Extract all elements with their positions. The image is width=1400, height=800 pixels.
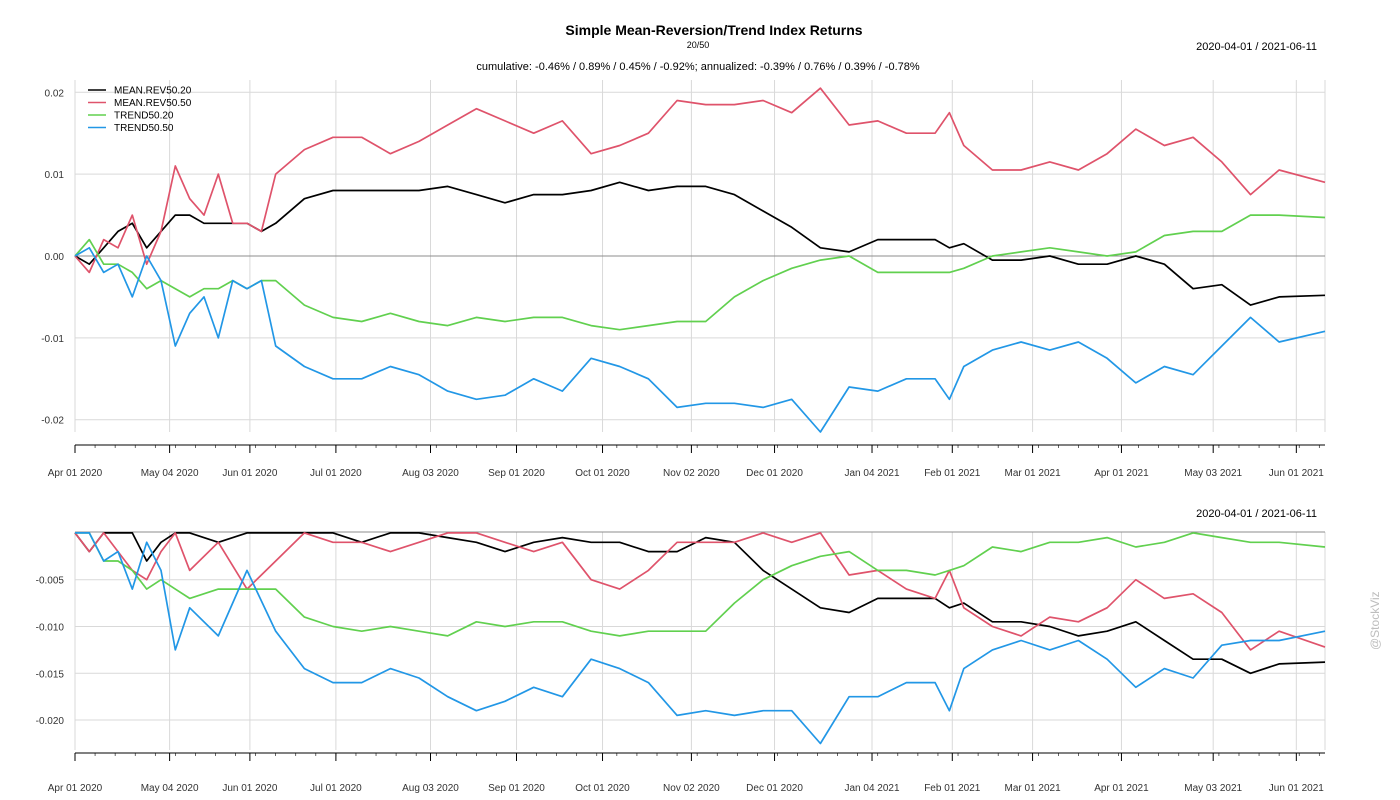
- series-line-mean-rev50-20: [74, 181, 1326, 306]
- x-tick-label: Apr 01 2021: [1094, 468, 1149, 479]
- chart-subtitle: 20/50: [687, 40, 710, 50]
- y-tick-label: -0.015: [36, 669, 65, 680]
- legend-label: TREND50.20: [114, 111, 174, 122]
- x-tick-label: Aug 03 2020: [402, 468, 459, 479]
- x-tick-label: Dec 01 2020: [746, 468, 803, 479]
- x-tick-label: Nov 02 2020: [663, 468, 720, 479]
- y-tick-label: 0.01: [45, 170, 65, 181]
- x-tick-label: Jun 01 2020: [222, 783, 277, 794]
- y-tick-label: -0.02: [41, 416, 64, 427]
- series-line-trend50-50: [74, 246, 1326, 433]
- legend-label: TREND50.50: [114, 123, 174, 134]
- x-tick-label: Sep 01 2020: [488, 783, 545, 794]
- legend-label: MEAN.REV50.50: [114, 98, 192, 109]
- y-tick-label: 0.00: [45, 252, 65, 263]
- series-line-mean-rev50-50: [74, 532, 1326, 651]
- x-tick-label: Jul 01 2020: [310, 468, 362, 479]
- series-line-trend50-20: [74, 214, 1326, 331]
- watermark: @StockViz: [1368, 591, 1382, 650]
- y-tick-label: -0.01: [41, 334, 64, 345]
- series-line-trend50-50: [75, 532, 1326, 745]
- cumulative-returns-panel: 0.02 0.01 0.00 -0.01 -0.02 Apr 01 2020 May 04 …: [41, 80, 1326, 479]
- x-tick-label: Oct 01 2020: [575, 783, 630, 794]
- chart-title: Simple Mean-Reversion/Trend Index Return…: [565, 22, 862, 38]
- x-tick-label: Jun 01 2021: [1269, 783, 1324, 794]
- series-line-mean-rev50-20: [74, 532, 1326, 675]
- x-tick-label: Apr 01 2021: [1094, 783, 1149, 794]
- x-tick-label: Jun 01 2020: [222, 468, 277, 479]
- bottom-panel-date-range: 2020-04-01 / 2021-06-11: [1196, 508, 1317, 520]
- x-tick-label: Apr 01 2020: [48, 468, 103, 479]
- x-tick-label: Mar 01 2021: [1004, 783, 1061, 794]
- series-line-mean-rev50-50: [74, 87, 1326, 274]
- chart-stats-line: cumulative: -0.46% / 0.89% / 0.45% / -0.…: [476, 61, 920, 73]
- x-tick-label: Jan 04 2021: [844, 783, 899, 794]
- x-tick-label: May 03 2021: [1184, 783, 1242, 794]
- y-tick-label: 0.02: [45, 88, 65, 99]
- top-panel-date-range: 2020-04-01 / 2021-06-11: [1196, 41, 1317, 53]
- legend-label: MEAN.REV50.20: [114, 86, 192, 97]
- x-tick-label: Feb 01 2021: [924, 783, 981, 794]
- x-tick-label: Aug 03 2020: [402, 783, 459, 794]
- x-tick-label: Mar 01 2021: [1004, 468, 1061, 479]
- x-tick-label: Dec 01 2020: [746, 783, 803, 794]
- x-tick-label: Apr 01 2020: [48, 783, 103, 794]
- x-tick-label: Jan 04 2021: [844, 468, 899, 479]
- x-tick-label: May 03 2021: [1184, 468, 1242, 479]
- drawdown-panel: -0.005 -0.010 -0.015 -0.020 Apr 01 2020 May 0…: [36, 531, 1326, 794]
- x-tick-label: May 04 2020: [141, 783, 199, 794]
- y-tick-label: -0.005: [36, 576, 65, 587]
- x-tick-label: Sep 01 2020: [488, 468, 545, 479]
- x-tick-label: Nov 02 2020: [663, 783, 720, 794]
- series-line-trend50-20: [75, 532, 1326, 637]
- x-tick-label: Oct 01 2020: [575, 468, 630, 479]
- y-tick-label: -0.020: [36, 716, 65, 727]
- x-tick-label: May 04 2020: [141, 468, 199, 479]
- x-tick-label: Jul 01 2020: [310, 783, 362, 794]
- x-tick-label: Feb 01 2021: [924, 468, 981, 479]
- y-tick-label: -0.010: [36, 622, 65, 633]
- x-tick-label: Jun 01 2021: [1269, 468, 1324, 479]
